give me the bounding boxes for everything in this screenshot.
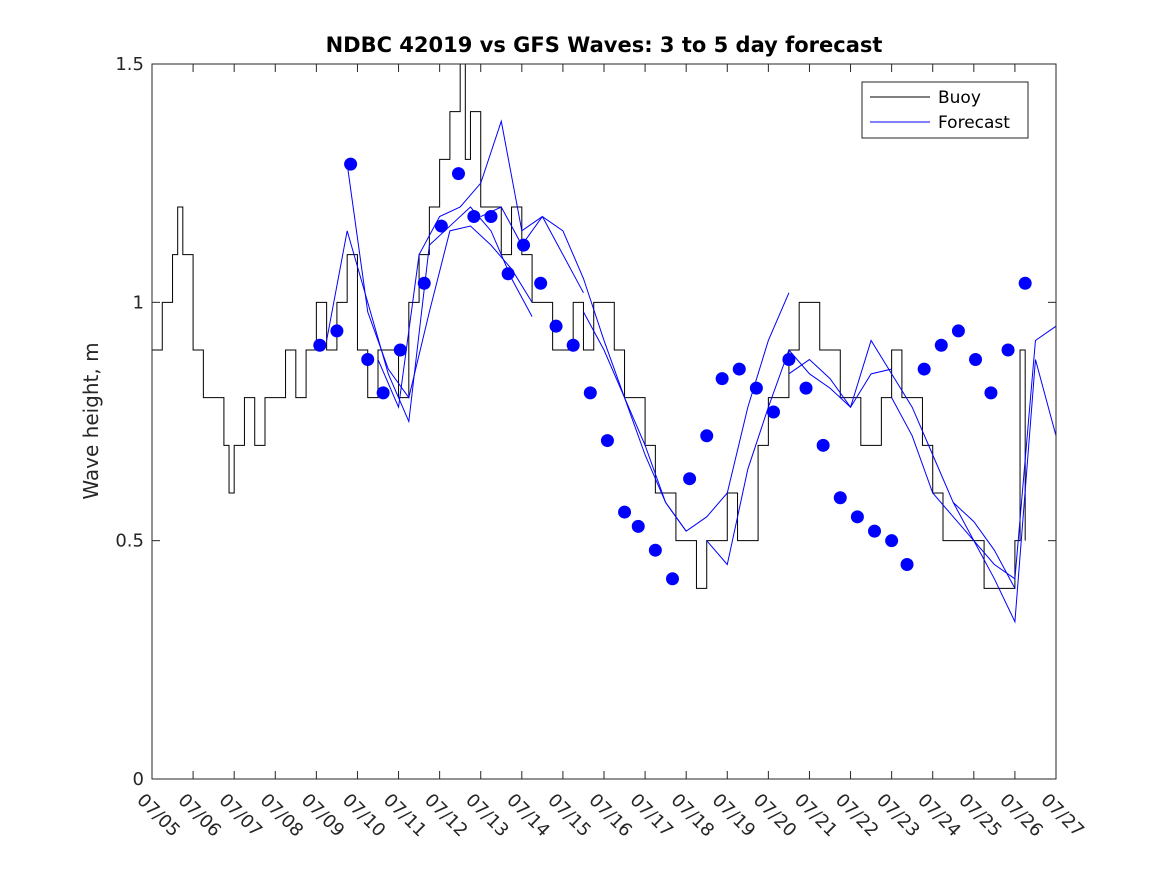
forecast-point xyxy=(631,519,645,533)
forecast-point xyxy=(393,343,407,357)
forecast-point xyxy=(618,505,632,519)
forecast-point xyxy=(732,362,746,376)
legend-forecast-label: Forecast xyxy=(938,113,1010,133)
y-axis-label: Wave height, m xyxy=(79,342,103,499)
forecast-point xyxy=(376,386,390,400)
forecast-point xyxy=(566,338,580,352)
buoy-series xyxy=(152,63,1026,589)
forecast-point xyxy=(451,167,465,181)
y-tick-label: 0.5 xyxy=(115,531,144,552)
forecast-point xyxy=(917,362,931,376)
y-tick-label: 0 xyxy=(133,769,144,790)
forecast-point xyxy=(434,219,448,233)
forecast-line xyxy=(706,349,892,566)
forecast-series xyxy=(326,119,1057,624)
forecast-line xyxy=(346,164,533,399)
forecast-point xyxy=(534,276,548,290)
forecast-point xyxy=(313,338,327,352)
forecast-point xyxy=(951,324,965,338)
forecast-line xyxy=(480,206,687,532)
forecast-point xyxy=(700,429,714,443)
legend-buoy-label: Buoy xyxy=(938,88,981,108)
forecast-line xyxy=(952,359,1057,624)
legend-box xyxy=(861,81,1029,139)
forecast-point xyxy=(885,534,899,548)
legend: Buoy Forecast xyxy=(861,81,1029,139)
forecast-point xyxy=(850,510,864,524)
forecast-point xyxy=(683,472,697,486)
forecast-point xyxy=(517,238,531,252)
forecast-point xyxy=(665,572,679,586)
forecast-point xyxy=(467,210,481,224)
plot-frame xyxy=(151,63,1057,780)
forecast-point xyxy=(648,543,662,557)
forecast-point xyxy=(600,434,614,448)
forecast-point xyxy=(1018,276,1032,290)
forecast-point xyxy=(501,267,515,281)
forecast-point xyxy=(484,210,498,224)
forecast-point xyxy=(833,491,847,505)
forecast-line xyxy=(377,119,584,410)
forecast-point xyxy=(969,353,983,367)
chart-title: NDBC 42019 vs GFS Waves: 3 to 5 day fore… xyxy=(326,33,883,57)
y-tick-label: 1.5 xyxy=(115,54,144,75)
forecast-point xyxy=(549,319,563,333)
forecast-point xyxy=(1001,343,1015,357)
forecast-points xyxy=(313,157,1032,586)
buoy-line xyxy=(152,63,1026,589)
forecast-point xyxy=(900,558,914,571)
forecast-point xyxy=(583,386,597,400)
forecast-point xyxy=(715,372,729,386)
forecast-point xyxy=(330,324,344,338)
forecast-point xyxy=(767,405,780,419)
forecast-point xyxy=(984,386,998,400)
forecast-point xyxy=(417,276,431,290)
forecast-point xyxy=(782,353,796,367)
forecast-line xyxy=(326,206,533,424)
forecast-point xyxy=(344,157,358,171)
forecast-line xyxy=(788,339,1016,589)
forecast-point xyxy=(361,353,375,367)
forecast-point xyxy=(868,524,882,538)
forecast-point xyxy=(749,381,763,395)
forecast-point xyxy=(799,381,813,395)
forecast-point xyxy=(816,438,830,452)
y-tick-label: 1 xyxy=(133,292,144,313)
forecast-point xyxy=(934,338,948,352)
plot-area xyxy=(152,64,1056,779)
